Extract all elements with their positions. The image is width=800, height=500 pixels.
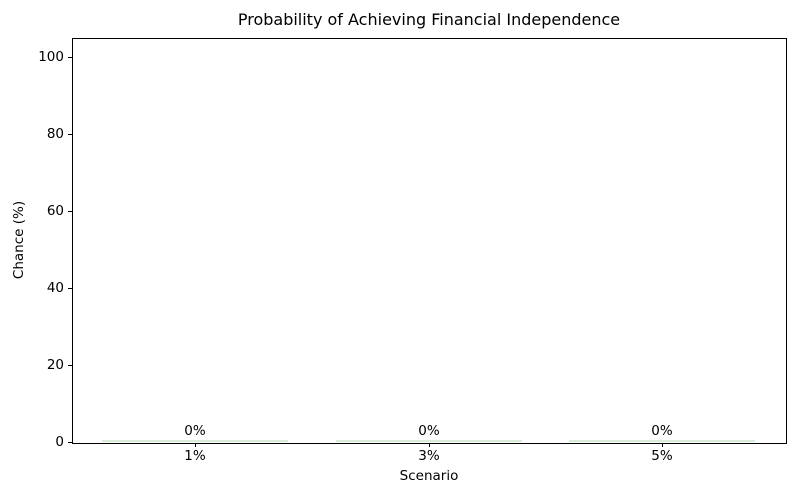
y-tick-label: 40	[46, 280, 64, 296]
y-tick-label: 0	[55, 434, 64, 450]
y-tick-mark	[68, 288, 72, 289]
y-tick-mark	[68, 134, 72, 135]
x-tick-label: 1%	[184, 448, 206, 464]
plot-area	[72, 38, 787, 444]
bar-value-label: 0%	[651, 423, 673, 439]
y-tick-label: 80	[46, 126, 64, 142]
y-tick-mark	[68, 442, 72, 443]
bar-value-label: 0%	[184, 423, 206, 439]
bar	[569, 440, 755, 442]
x-tick-mark	[429, 443, 430, 447]
x-tick-label: 3%	[418, 448, 440, 464]
bar	[102, 440, 288, 442]
x-tick-mark	[662, 443, 663, 447]
y-tick-label: 60	[46, 203, 64, 219]
x-tick-label: 5%	[651, 448, 673, 464]
bar	[336, 440, 522, 442]
y-axis-label: Chance (%)	[11, 200, 27, 280]
x-axis-label: Scenario	[399, 468, 459, 484]
y-tick-mark	[68, 57, 72, 58]
x-tick-mark	[195, 443, 196, 447]
bar-value-label: 0%	[418, 423, 440, 439]
y-tick-label: 100	[38, 49, 64, 65]
y-tick-label: 20	[46, 357, 64, 373]
chart-title: Probability of Achieving Financial Indep…	[237, 10, 621, 29]
y-tick-mark	[68, 365, 72, 366]
y-tick-mark	[68, 211, 72, 212]
